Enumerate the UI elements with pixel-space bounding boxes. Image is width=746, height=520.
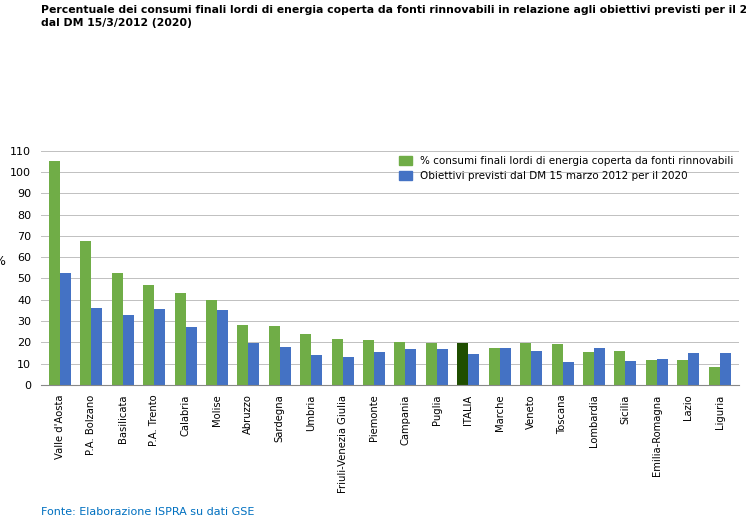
Bar bbox=[437, 348, 448, 385]
Bar bbox=[406, 348, 416, 385]
Bar bbox=[426, 343, 437, 385]
Bar bbox=[143, 285, 154, 385]
Legend: % consumi finali lordi di energia coperta da fonti rinnovabili, Obiettivi previs: % consumi finali lordi di energia copert… bbox=[399, 156, 733, 181]
Bar bbox=[677, 360, 689, 385]
Bar bbox=[363, 340, 374, 385]
Text: Percentuale dei consumi finali lordi di energia coperta da fonti rinnovabili in : Percentuale dei consumi finali lordi di … bbox=[41, 5, 746, 29]
Bar bbox=[175, 293, 186, 385]
Bar bbox=[311, 355, 322, 385]
Bar bbox=[720, 353, 730, 385]
Bar bbox=[206, 300, 217, 385]
Bar bbox=[342, 357, 354, 385]
Bar bbox=[689, 353, 699, 385]
Bar bbox=[91, 308, 102, 385]
Bar bbox=[374, 352, 385, 385]
Bar bbox=[594, 347, 605, 385]
Bar bbox=[332, 339, 342, 385]
Bar bbox=[583, 352, 594, 385]
Bar bbox=[269, 327, 280, 385]
Bar bbox=[112, 273, 123, 385]
Bar bbox=[395, 342, 406, 385]
Bar bbox=[280, 346, 291, 385]
Bar bbox=[562, 362, 574, 385]
Text: Fonte: Elaborazione ISPRA su dati GSE: Fonte: Elaborazione ISPRA su dati GSE bbox=[41, 508, 254, 517]
Bar bbox=[656, 359, 668, 385]
Bar bbox=[60, 273, 71, 385]
Bar bbox=[468, 354, 480, 385]
Bar bbox=[625, 361, 636, 385]
Bar bbox=[531, 351, 542, 385]
Bar bbox=[551, 344, 562, 385]
Bar bbox=[646, 360, 656, 385]
Bar bbox=[248, 343, 260, 385]
Bar bbox=[709, 367, 720, 385]
Bar bbox=[186, 328, 196, 385]
Bar bbox=[154, 309, 165, 385]
Y-axis label: %: % bbox=[0, 255, 5, 268]
Bar bbox=[81, 241, 91, 385]
Bar bbox=[237, 325, 248, 385]
Bar bbox=[123, 315, 134, 385]
Bar bbox=[520, 343, 531, 385]
Bar bbox=[615, 351, 625, 385]
Bar bbox=[49, 161, 60, 385]
Bar bbox=[500, 347, 511, 385]
Bar bbox=[300, 334, 311, 385]
Bar bbox=[489, 347, 500, 385]
Bar bbox=[217, 310, 228, 385]
Bar bbox=[457, 343, 468, 385]
